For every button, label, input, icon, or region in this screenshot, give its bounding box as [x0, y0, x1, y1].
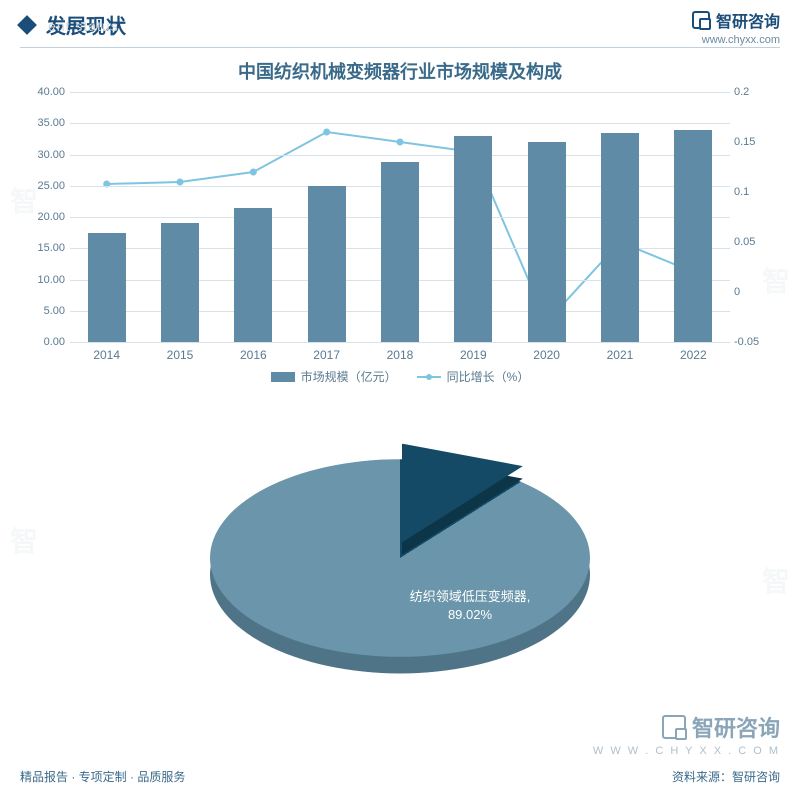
brand-logo-icon [692, 11, 710, 29]
pie-small-l2: 器, 10.98% [338, 446, 397, 460]
x-axis-label: 2017 [290, 348, 363, 362]
bar [381, 162, 419, 342]
pie-label-small: 纺织领域中高压变频 器, 10.98% [298, 430, 438, 461]
footer-left: 精品报告 · 专项定制 · 品质服务 [20, 768, 185, 785]
bar [88, 233, 126, 342]
pie-label-big: 纺织领域低压变频器, 89.02% [390, 588, 550, 624]
footer: 精品报告 · 专项定制 · 品质服务 资料来源：智研咨询 [0, 768, 800, 785]
x-axis-label: 2021 [583, 348, 656, 362]
brand-url-bottom: W W W . C H Y X X . C O M [593, 745, 780, 757]
diamond-icon [17, 15, 37, 35]
header: 发展现状 ent status 智研咨询 www.chyxx.com [0, 0, 800, 43]
x-axis-label: 2020 [510, 348, 583, 362]
chart-plot: 0.005.0010.0015.0020.0025.0030.0035.0040… [70, 92, 730, 342]
brand-logo-icon [662, 715, 686, 739]
x-axis-label: 2015 [143, 348, 216, 362]
x-axis-label: 2018 [363, 348, 436, 362]
bar-line-chart: 中国纺织机械变频器行业市场规模及构成 0.005.0010.0015.0020.… [30, 58, 770, 378]
header-divider [20, 47, 780, 48]
brand-url: www.chyxx.com [692, 34, 780, 46]
bar [674, 130, 712, 343]
bar [234, 208, 272, 342]
bar [528, 142, 566, 342]
brand-block-top: 智研咨询 www.chyxx.com [692, 8, 780, 46]
page-subtitle-en: ent status [48, 18, 119, 34]
brand-name-bottom: 智研咨询 [692, 711, 780, 743]
x-axis-label: 2019 [437, 348, 510, 362]
pie-top [210, 459, 590, 657]
pie-chart: 纺织领域中高压变频 器, 10.98% 纺织领域低压变频器, 89.02% [150, 408, 650, 708]
pie-big-l2: 89.02% [448, 607, 492, 622]
bar [454, 136, 492, 342]
pie-big-l1: 纺织领域低压变频器, [410, 589, 531, 604]
x-axis-label: 2016 [217, 348, 290, 362]
watermark: 智 [10, 520, 38, 560]
pie-3d [210, 459, 590, 657]
watermark: 智 [762, 560, 790, 600]
x-axis-label: 2014 [70, 348, 143, 362]
bar [161, 223, 199, 342]
bar [308, 186, 346, 342]
brand-block-bottom: 智研咨询 W W W . C H Y X X . C O M [593, 711, 780, 757]
chart-title: 中国纺织机械变频器行业市场规模及构成 [30, 58, 770, 84]
brand-name: 智研咨询 [716, 8, 780, 32]
pie-small-l1: 纺织领域中高压变频 [314, 430, 422, 444]
bar [601, 133, 639, 342]
x-axis-label: 2022 [657, 348, 730, 362]
pie-wrap [210, 368, 590, 748]
footer-right: 资料来源：智研咨询 [672, 768, 780, 785]
